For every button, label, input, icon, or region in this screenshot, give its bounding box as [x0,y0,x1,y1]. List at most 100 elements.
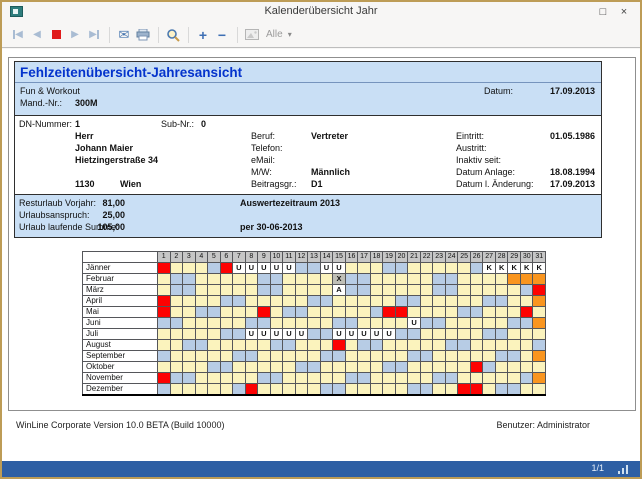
calendar-cell [233,373,246,384]
close-button[interactable]: × [615,4,633,20]
calendar-cell [270,340,283,351]
calendar-cell [283,340,296,351]
calendar-cell [233,384,246,396]
print-button[interactable] [134,26,152,44]
calendar-cell [395,263,408,274]
maximize-button[interactable]: □ [594,4,612,20]
calendar-cell [195,296,208,307]
stop-button[interactable] [47,26,65,44]
calendar-cell [220,285,233,296]
calendar-cell [345,384,358,396]
report-page: Fehlzeitenübersicht-Jahresansicht Fun & … [8,57,636,411]
calendar-cell: U [270,329,283,340]
calendar-cell [183,329,196,340]
calendar-cell [495,384,508,396]
printer-icon [136,29,150,41]
calendar-cell [320,318,333,329]
calendar-cell [458,384,471,396]
calendar-cell [495,362,508,373]
calendar-cell [408,384,421,396]
calendar-cell [220,373,233,384]
calendar-cell [170,263,183,274]
calendar-cell [295,296,308,307]
calendar-cell [220,318,233,329]
calendar-cell [245,307,258,318]
eintritt-label: Eintritt: [456,131,484,141]
toolbar: ◀ ◀ ▶ ▶ ✉ [2,22,640,48]
calendar-cell [183,384,196,396]
calendar-cell: U [383,329,396,340]
calendar-cell [170,274,183,285]
calendar-cell [158,362,171,373]
calendar-cell [345,373,358,384]
calendar-cell [308,340,321,351]
calendar-cell [483,318,496,329]
calendar-cell [333,384,346,396]
calendar-month-label: März [83,285,158,296]
calendar-table: 1234567891011121314151617181920212223242… [82,251,546,396]
version-text: WinLine Corporate Version 10.0 BETA (Bui… [16,420,224,430]
resturlaub-value: 81,00 [77,198,125,208]
calendar-cell [295,373,308,384]
calendar-day-header: 8 [245,252,258,263]
calendar-cell [245,384,258,396]
calendar-cell [183,318,196,329]
first-page-button[interactable]: ◀ [9,26,27,44]
image-preview-button[interactable] [243,26,261,44]
calendar-cell [245,296,258,307]
zoom-in-button[interactable]: + [194,26,212,44]
email-label: eMail: [251,155,275,165]
calendar-cell: U [333,263,346,274]
page-scope-select[interactable]: Alle [266,29,283,40]
calendar-cell [508,274,521,285]
calendar-cell [370,340,383,351]
calendar-cell [308,263,321,274]
report-info-box: Fehlzeitenübersicht-Jahresansicht Fun & … [14,61,602,238]
send-mail-button[interactable]: ✉ [115,26,133,44]
mand-label: Mand.-Nr.: [20,98,62,108]
zoom-button[interactable] [164,26,182,44]
zoom-out-button[interactable]: − [213,26,231,44]
calendar-cell [533,373,546,384]
calendar-cell [158,296,171,307]
next-page-button[interactable]: ▶ [66,26,84,44]
calendar-cell [358,373,371,384]
calendar-day-header: 25 [458,252,471,263]
calendar-cell [233,340,246,351]
calendar-cell [295,384,308,396]
calendar-cell [433,263,446,274]
calendar-cell [395,307,408,318]
calendar-cell [470,362,483,373]
calendar-cell [445,285,458,296]
zoom-out-icon: − [218,27,226,43]
calendar-month-row: JuliUUUUUUUUUU [83,329,546,340]
calendar-month-label: Februar [83,274,158,285]
calendar-cell [320,373,333,384]
calendar-cell [208,285,221,296]
calendar-day-header: 29 [508,252,521,263]
calendar-cell [195,307,208,318]
calendar-day-header: 6 [220,252,233,263]
chevron-down-icon[interactable]: ▾ [288,30,292,39]
calendar-cell [483,351,496,362]
calendar-cell [408,362,421,373]
calendar-cell [483,329,496,340]
calendar-cell: K [483,263,496,274]
last-page-button[interactable]: ▶ [85,26,103,44]
calendar-cell [233,362,246,373]
calendar-cell [470,307,483,318]
prev-page-button[interactable]: ◀ [28,26,46,44]
calendar-cell [495,329,508,340]
calendar-cell [258,351,271,362]
calendar-cell [408,373,421,384]
calendar-cell [520,296,533,307]
calendar-cell [370,307,383,318]
calendar-cell [283,362,296,373]
calendar-cell [420,307,433,318]
calendar-month-label: September [83,351,158,362]
calendar-cell [195,285,208,296]
calendar-cell [433,285,446,296]
calendar-cell [495,296,508,307]
calendar-cell [458,329,471,340]
calendar-day-header: 26 [470,252,483,263]
